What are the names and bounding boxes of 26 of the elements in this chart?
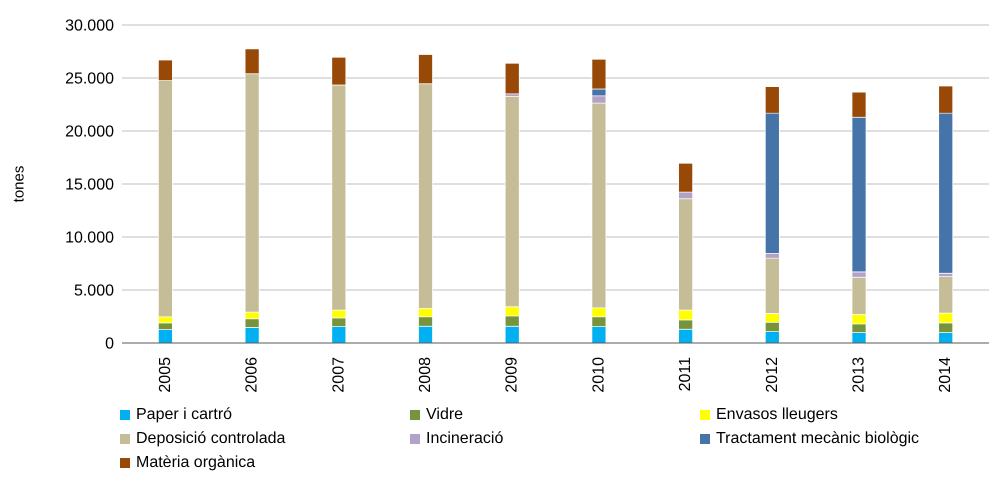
x-tick-label: 2009 [504,356,521,393]
legend-label: Vidre [426,406,464,424]
legend-label: Incineració [426,430,504,448]
legend-label: Deposició controlada [136,430,286,448]
x-tick-label: 2005 [156,356,174,393]
y-axis-title: tones [10,166,28,202]
x-tick-label: 2010 [590,356,608,393]
y-tick-label: 20.000 [65,124,114,141]
y-tick-label: 5.000 [74,282,114,300]
x-tick-label: 2013 [850,356,868,393]
x-tick-label: 2007 [330,356,348,393]
x-tick-label: 2012 [764,356,781,393]
x-tick-label: 2006 [244,356,261,393]
y-tick-label: 10.000 [65,230,114,247]
legend-label: Paper i cartró [136,406,232,424]
y-tick-label: 30.000 [65,18,114,35]
x-tick-label: 2014 [937,356,954,393]
y-tick-label: 0 [105,336,114,353]
y-tick-label: 15.000 [65,176,114,194]
x-tick-label: 2011 [677,356,694,392]
legend-label: Matèria orgànica [136,454,256,472]
x-tick-label: 2008 [416,356,434,393]
legend-label: Envasos lleugers [716,406,838,424]
y-tick-label: 25.000 [65,70,114,88]
legend-label: Tractament mecànic biològic [716,430,920,448]
bar [504,62,520,94]
